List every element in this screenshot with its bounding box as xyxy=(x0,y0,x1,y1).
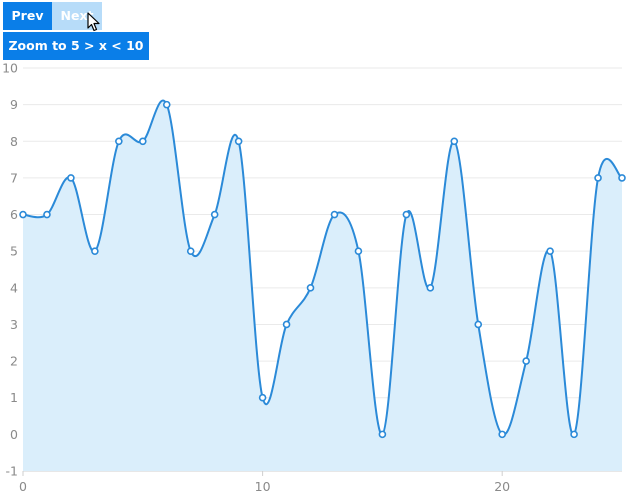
x-tick-label: 20 xyxy=(494,479,510,494)
zoom-button[interactable]: Zoom to 5 > x < 10 xyxy=(3,32,149,60)
data-point[interactable] xyxy=(186,247,195,255)
data-point[interactable] xyxy=(115,137,123,146)
data-point[interactable] xyxy=(450,137,459,146)
series-points xyxy=(19,100,626,439)
data-point[interactable] xyxy=(162,100,171,109)
data-point[interactable] xyxy=(618,174,626,182)
data-point[interactable] xyxy=(570,430,578,439)
data-point[interactable] xyxy=(402,210,411,219)
data-point[interactable] xyxy=(258,393,267,402)
data-point[interactable] xyxy=(354,247,363,255)
data-point[interactable] xyxy=(546,247,554,255)
data-point[interactable] xyxy=(498,430,507,439)
y-tick-label: 2 xyxy=(10,354,18,369)
series-area xyxy=(23,100,622,471)
data-point[interactable] xyxy=(282,320,291,329)
y-tick-label: 9 xyxy=(10,97,18,112)
x-axis-ticks: 0 10 20 xyxy=(19,471,510,494)
y-tick-label: 10 xyxy=(2,61,18,76)
mouse-pointer-icon xyxy=(87,12,100,32)
data-point[interactable] xyxy=(210,210,219,219)
data-point[interactable] xyxy=(522,357,530,365)
data-point[interactable] xyxy=(474,320,483,329)
x-tick-label: 0 xyxy=(19,479,27,494)
data-point[interactable] xyxy=(426,284,435,292)
data-point[interactable] xyxy=(306,284,315,292)
prev-button[interactable]: Prev xyxy=(3,2,52,30)
next-button[interactable]: Next xyxy=(52,2,102,30)
data-point[interactable] xyxy=(234,137,243,146)
y-tick-label: 4 xyxy=(10,280,18,295)
data-point[interactable] xyxy=(330,210,339,219)
x-tick-label: 10 xyxy=(255,479,271,494)
y-tick-label: 1 xyxy=(10,390,18,405)
data-point[interactable] xyxy=(19,210,27,219)
y-axis-ticks: -1 0 1 2 3 4 5 6 7 8 9 10 xyxy=(2,61,18,479)
data-point[interactable] xyxy=(594,174,602,182)
y-tick-label: 0 xyxy=(10,427,18,442)
y-tick-label: 7 xyxy=(10,170,18,185)
data-point[interactable] xyxy=(91,247,99,255)
data-point[interactable] xyxy=(139,137,147,146)
data-point[interactable] xyxy=(43,210,51,219)
data-point[interactable] xyxy=(67,174,75,182)
y-tick-label: 5 xyxy=(10,244,18,259)
data-point[interactable] xyxy=(378,430,387,439)
y-tick-label: -1 xyxy=(6,464,18,479)
y-tick-label: 3 xyxy=(10,317,18,332)
y-tick-label: 8 xyxy=(10,134,18,149)
y-tick-label: 6 xyxy=(10,207,18,222)
